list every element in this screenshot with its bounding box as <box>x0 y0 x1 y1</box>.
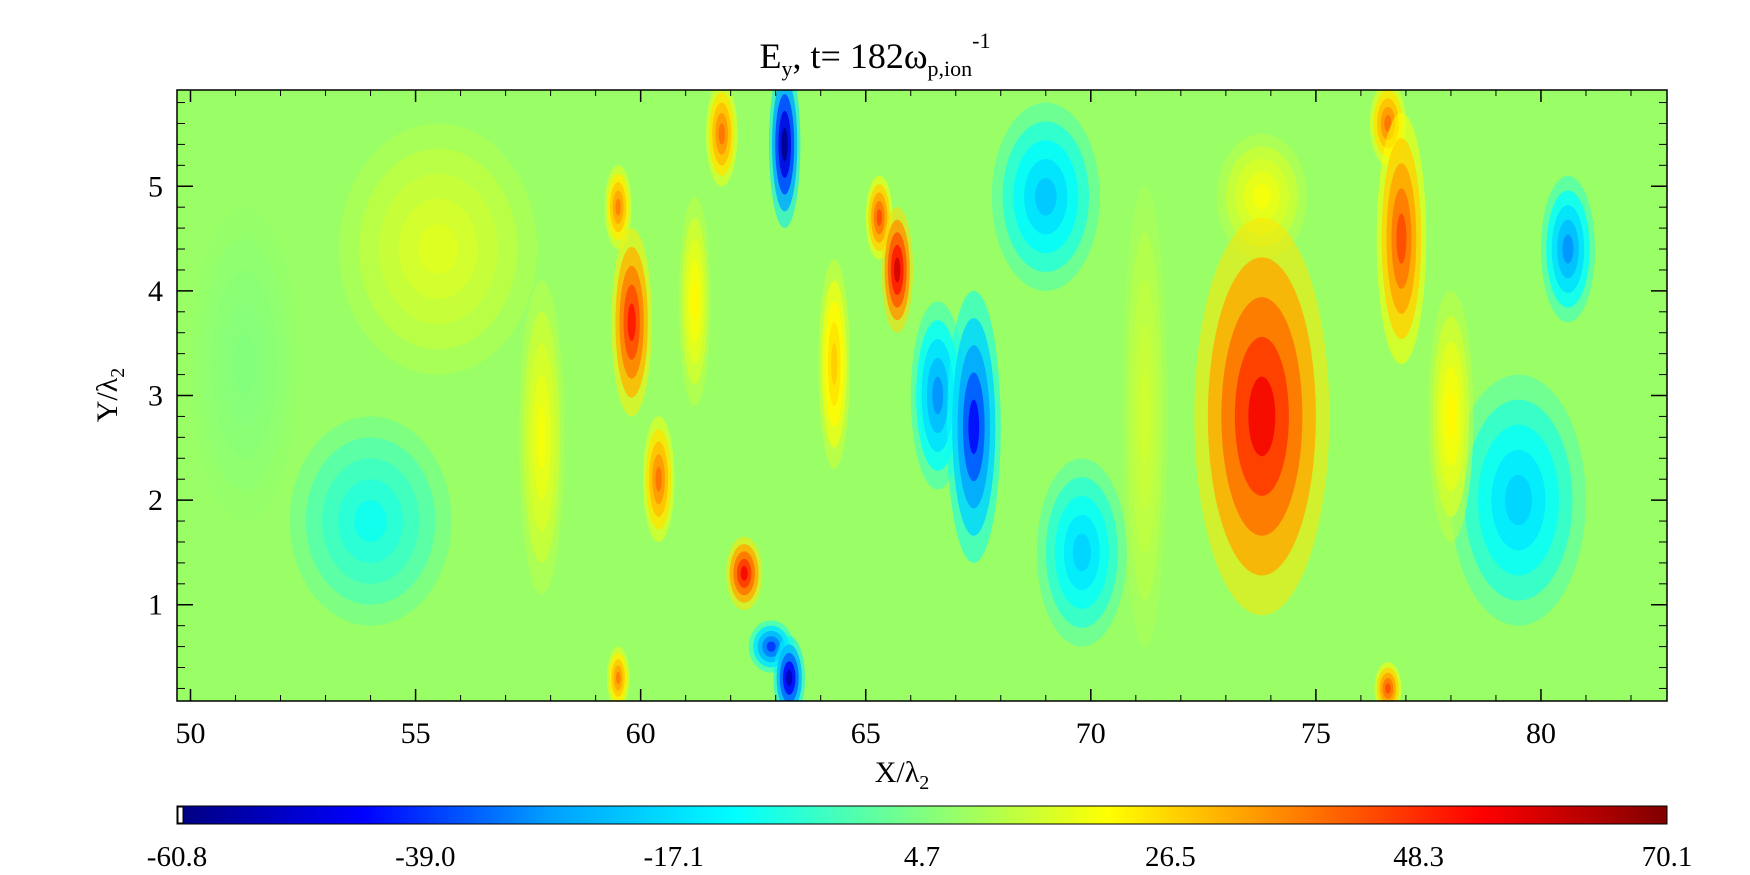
title-main: E <box>760 36 782 76</box>
x-tick-label: 65 <box>851 717 881 750</box>
heatmap-feature <box>1504 475 1532 526</box>
y-axis-label-subscript: 2 <box>107 368 129 378</box>
heatmap-feature <box>932 376 944 415</box>
colorbar-tick-label: 4.7 <box>904 841 940 873</box>
heatmap-feature <box>1140 370 1150 463</box>
colorbar-tick-label: 48.3 <box>1393 841 1444 873</box>
heatmap-feature <box>968 399 980 455</box>
x-tick-label: 50 <box>176 717 206 750</box>
colorbar-tick-label: -39.0 <box>395 841 455 873</box>
y-axis-label-main: Y/λ <box>91 377 124 422</box>
x-tick-label: 80 <box>1526 717 1556 750</box>
heatmap-feature <box>418 223 458 275</box>
x-axis-label-main: X/λ <box>875 756 920 789</box>
y-tick-label: 3 <box>148 380 163 413</box>
heatmap-feature <box>1385 683 1391 694</box>
heatmap-feature <box>1072 533 1091 572</box>
heatmap-feature <box>1384 115 1392 132</box>
y-tick-label: 2 <box>148 484 163 517</box>
x-axis-ticks: 50 55 60 65 70 75 80 <box>176 90 1632 750</box>
colorbar-tick-label: 26.5 <box>1145 841 1196 873</box>
y-tick-label: 4 <box>148 275 163 308</box>
y-axis-label: Y/λ2 <box>91 368 129 423</box>
heatmap-feature <box>233 332 256 396</box>
heatmap-feature <box>831 343 838 386</box>
colorbar-tick-label: -17.1 <box>643 841 703 873</box>
x-axis-label: X/λ2 <box>875 756 930 794</box>
colorbar <box>176 805 1668 825</box>
heatmap-feature <box>615 671 621 685</box>
heatmap-feature <box>655 466 662 492</box>
title-main-subscript: y <box>782 56 793 81</box>
heatmap-field <box>190 90 1595 701</box>
title-middle: , t= 182ω <box>793 36 928 76</box>
x-tick-label: 55 <box>401 717 431 750</box>
colorbar-tick-labels: -60.8 -39.0 -17.1 4.7 26.5 48.3 70.1 <box>147 841 1693 873</box>
y-axis-ticks: 1 2 3 4 5 <box>148 102 1667 689</box>
x-tick-label: 75 <box>1301 717 1331 750</box>
colorbar-tick-label: -60.8 <box>147 841 207 873</box>
heatmap-feature <box>876 209 882 227</box>
heatmap-feature <box>894 257 901 283</box>
heatmap-feature <box>718 123 725 145</box>
heatmap-feature <box>781 127 788 162</box>
heatmap-feature <box>1446 391 1456 442</box>
heatmap-feature <box>1034 177 1057 216</box>
heatmap-feature <box>691 280 698 323</box>
heatmap-feature <box>766 641 776 652</box>
heatmap-feature <box>627 303 636 342</box>
heatmap-feature <box>615 198 621 216</box>
colorbar-marker <box>177 806 184 824</box>
x-tick-label: 70 <box>1076 717 1106 750</box>
heatmap-feature <box>1396 213 1407 264</box>
heatmap-feature <box>1248 376 1276 457</box>
heatmap-feature <box>1252 184 1271 210</box>
heatmap-feature <box>354 500 387 542</box>
heatmap-feature <box>740 566 748 581</box>
heatmap-feature <box>786 669 793 687</box>
heatmap-feature <box>537 405 547 469</box>
heatmap-feature <box>1562 234 1574 264</box>
chart-title: Ey, t= 182ωp,ion -1 <box>760 28 991 81</box>
title-middle-subscript: p,ion <box>928 56 973 81</box>
y-tick-label: 5 <box>148 170 163 203</box>
x-tick-label: 60 <box>626 717 656 750</box>
x-axis-label-subscript: 2 <box>919 772 929 794</box>
colorbar-tick-label: 70.1 <box>1642 841 1693 873</box>
title-middle-superscript: -1 <box>972 28 990 53</box>
y-tick-label: 1 <box>148 589 163 622</box>
